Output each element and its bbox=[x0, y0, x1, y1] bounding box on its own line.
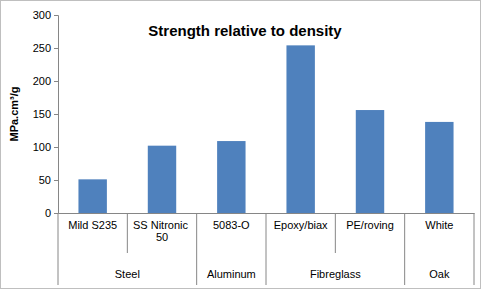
y-tick: 300 bbox=[33, 9, 58, 21]
y-tick-label: 50 bbox=[39, 174, 51, 186]
x-tick-label: 5083-O bbox=[213, 219, 250, 231]
y-tick: 150 bbox=[33, 108, 58, 120]
y-tick-mark bbox=[54, 213, 58, 214]
chart-border bbox=[1, 1, 481, 289]
group-label: Oak bbox=[429, 268, 450, 280]
y-axis-line bbox=[54, 16, 59, 214]
x-tick: Mild S235 bbox=[68, 213, 117, 231]
y-tick: 200 bbox=[33, 75, 58, 87]
group-separator bbox=[266, 213, 267, 285]
y-tick-mark bbox=[54, 81, 58, 82]
bar bbox=[286, 45, 314, 213]
x-tick-label: Epoxy/biax bbox=[274, 219, 328, 231]
y-axis: 0 50 100 150 200 250 300 bbox=[33, 9, 59, 219]
y-tick-label: 100 bbox=[33, 141, 51, 153]
x-tick: PE/roving bbox=[346, 213, 394, 231]
y-tick: 0 bbox=[45, 207, 58, 219]
y-tick-label: 0 bbox=[45, 207, 51, 219]
y-tick-mark bbox=[54, 180, 58, 181]
y-tick-label: 200 bbox=[33, 75, 51, 87]
bar bbox=[425, 122, 453, 213]
y-tick-label: 150 bbox=[33, 108, 51, 120]
category-separators bbox=[58, 213, 474, 285]
bar bbox=[78, 179, 106, 213]
bar bbox=[148, 146, 176, 213]
x-tick-label: Mild S235 bbox=[68, 219, 117, 231]
y-tick: 250 bbox=[33, 42, 58, 54]
x-tick: White bbox=[425, 213, 453, 231]
x-tick-label: SS Nitronic 50 bbox=[133, 219, 191, 244]
x-tick: SS Nitronic 50 bbox=[133, 213, 191, 243]
group-label: Aluminum bbox=[207, 268, 256, 280]
y-tick-label: 300 bbox=[33, 9, 51, 21]
category-separator bbox=[127, 213, 128, 253]
group-separator bbox=[58, 213, 59, 285]
y-tick-mark bbox=[54, 48, 58, 49]
x-tick: Epoxy/biax bbox=[274, 213, 328, 231]
category-separator bbox=[335, 213, 336, 253]
y-tick-mark bbox=[54, 147, 58, 148]
x-tick-label: White bbox=[425, 219, 453, 231]
y-tick: 50 bbox=[39, 174, 58, 186]
x-tick: 5083-O bbox=[213, 213, 250, 231]
group-label: Steel bbox=[115, 268, 140, 280]
y-tick-mark bbox=[54, 114, 58, 115]
group-separator bbox=[196, 213, 197, 285]
bars bbox=[78, 45, 453, 213]
bar bbox=[356, 110, 384, 213]
y-tick-label: 250 bbox=[33, 42, 51, 54]
bar bbox=[217, 141, 245, 213]
chart-title: Strength relative to density bbox=[148, 22, 342, 39]
category-groups: Steel Aluminum Fibreglass Oak bbox=[115, 268, 450, 280]
group-separator bbox=[474, 213, 475, 285]
y-tick: 100 bbox=[33, 141, 58, 153]
group-separator bbox=[404, 213, 405, 285]
y-axis-title: MPa.cm³/g bbox=[8, 86, 20, 141]
group-label: Fibreglass bbox=[310, 268, 361, 280]
x-tick-label: PE/roving bbox=[346, 219, 394, 231]
chart: 0 50 100 150 200 250 300 Mild S235 SS Nitronic 5… bbox=[0, 0, 481, 289]
y-tick-mark bbox=[54, 15, 58, 16]
